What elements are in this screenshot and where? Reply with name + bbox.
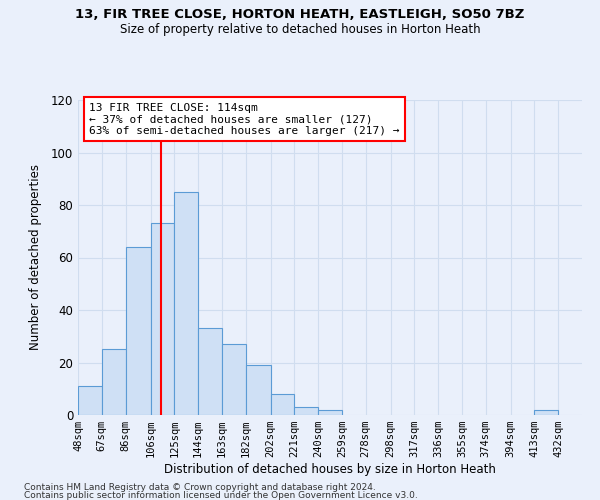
Text: Contains HM Land Registry data © Crown copyright and database right 2024.: Contains HM Land Registry data © Crown c… [24,482,376,492]
Text: 13 FIR TREE CLOSE: 114sqm
← 37% of detached houses are smaller (127)
63% of semi: 13 FIR TREE CLOSE: 114sqm ← 37% of detac… [89,102,400,136]
Text: Size of property relative to detached houses in Horton Heath: Size of property relative to detached ho… [119,22,481,36]
Y-axis label: Number of detached properties: Number of detached properties [29,164,43,350]
Bar [295,407,318,415]
Bar [198,328,222,415]
Bar [151,224,174,415]
Bar [222,344,245,415]
Bar [271,394,295,415]
Text: Distribution of detached houses by size in Horton Heath: Distribution of detached houses by size … [164,462,496,475]
Text: 13, FIR TREE CLOSE, HORTON HEATH, EASTLEIGH, SO50 7BZ: 13, FIR TREE CLOSE, HORTON HEATH, EASTLE… [76,8,524,20]
Bar [102,350,125,415]
Bar [245,365,271,415]
Bar [125,247,151,415]
Bar [78,386,102,415]
Text: Contains public sector information licensed under the Open Government Licence v3: Contains public sector information licen… [24,491,418,500]
Bar [318,410,342,415]
Bar [535,410,558,415]
Bar [174,192,198,415]
